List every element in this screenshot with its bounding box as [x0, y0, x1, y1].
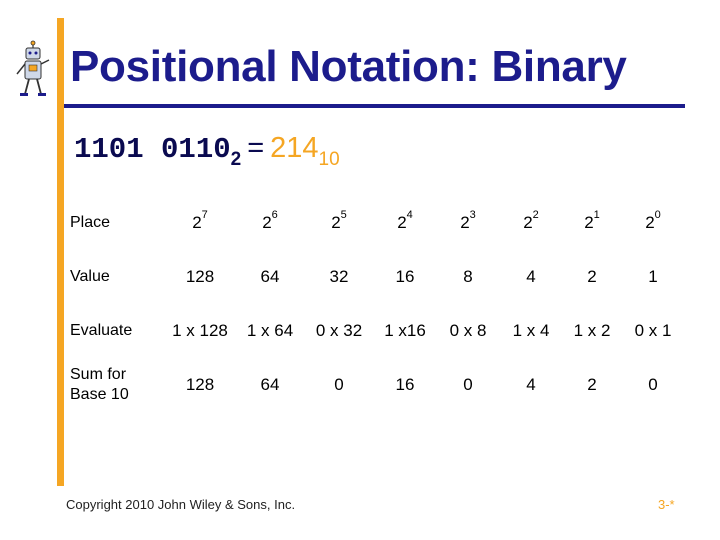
sum-cell: 128 [185, 375, 215, 394]
evaluate-cell: 1 x 128 [172, 321, 228, 340]
sum-cell: 4 [526, 375, 536, 394]
evaluate-cell: 1 x 64 [246, 321, 294, 340]
evaluate-cell: 0 x 32 [315, 321, 363, 340]
evaluate-cell: 0 x 8 [449, 321, 487, 340]
positional-notation-table: Place 27 26 25 24 23 22 21 20 Value 128 … [70, 196, 684, 412]
value-cell: 32 [329, 267, 349, 286]
row-label-value: Value [70, 268, 110, 285]
place-base: 2 [645, 213, 655, 232]
sum-cell: 2 [587, 375, 597, 394]
place-base: 2 [460, 213, 470, 232]
place-exponent: 7 [201, 209, 208, 221]
copyright-footer: Copyright 2010 John Wiley & Sons, Inc. [66, 497, 296, 512]
binary-number: 1101 0110 [74, 133, 231, 166]
decimal-base-subscript: 10 [318, 149, 340, 170]
place-cell: 24 [374, 196, 436, 250]
table-row-value: Value 128 64 32 16 8 4 2 1 [70, 250, 684, 304]
row-label-evaluate: Evaluate [70, 322, 133, 339]
title-underline [64, 104, 685, 108]
value-cell: 4 [526, 267, 536, 286]
sum-cell: 64 [260, 375, 280, 394]
place-base: 2 [331, 213, 341, 232]
value-cell: 1 [648, 267, 658, 286]
binary-equation: 1101 01102 = 21410 [74, 132, 340, 170]
place-exponent: 1 [593, 209, 600, 221]
place-cell: 21 [562, 196, 622, 250]
place-cell: 23 [436, 196, 500, 250]
place-cell: 25 [304, 196, 374, 250]
decimal-number: 214 [270, 132, 319, 164]
place-cell: 27 [164, 196, 236, 250]
slide-number: 3-* [658, 497, 675, 512]
value-cell: 128 [185, 267, 215, 286]
place-base: 2 [192, 213, 202, 232]
robot-mascot-icon [16, 40, 50, 96]
place-base: 2 [523, 213, 533, 232]
place-exponent: 3 [469, 209, 476, 221]
page-title: Positional Notation: Binary [70, 42, 627, 91]
sum-cell: 0 [648, 375, 658, 394]
table-row-sum: Sum for Base 10 128 64 0 16 0 4 2 0 [70, 358, 684, 412]
place-cell: 20 [622, 196, 684, 250]
evaluate-cell: 1 x 2 [573, 321, 611, 340]
value-cell: 2 [587, 267, 597, 286]
evaluate-cell: 1 x16 [384, 321, 426, 340]
accent-vertical-bar [57, 18, 64, 486]
place-exponent: 0 [654, 209, 661, 221]
place-exponent: 2 [532, 209, 539, 221]
place-exponent: 5 [340, 209, 347, 221]
place-base: 2 [397, 213, 407, 232]
value-cell: 64 [260, 267, 280, 286]
place-exponent: 6 [271, 209, 278, 221]
place-exponent: 4 [406, 209, 413, 221]
sum-cell: 0 [334, 375, 344, 394]
sum-cell: 0 [463, 375, 473, 394]
table-row-evaluate: Evaluate 1 x 128 1 x 64 0 x 32 1 x16 0 x… [70, 304, 684, 358]
place-base: 2 [262, 213, 272, 232]
place-cell: 22 [500, 196, 562, 250]
sum-cell: 16 [395, 375, 415, 394]
row-label-sum: Sum for Base 10 [70, 366, 129, 403]
evaluate-cell: 1 x 4 [512, 321, 550, 340]
binary-base-subscript: 2 [230, 149, 242, 170]
place-base: 2 [584, 213, 594, 232]
value-cell: 16 [395, 267, 415, 286]
place-cell: 26 [236, 196, 304, 250]
evaluate-cell: 0 x 1 [634, 321, 672, 340]
row-label-place: Place [70, 214, 111, 231]
equals-sign: = [247, 132, 265, 164]
value-cell: 8 [463, 267, 473, 286]
table-row-place: Place 27 26 25 24 23 22 21 20 [70, 196, 684, 250]
